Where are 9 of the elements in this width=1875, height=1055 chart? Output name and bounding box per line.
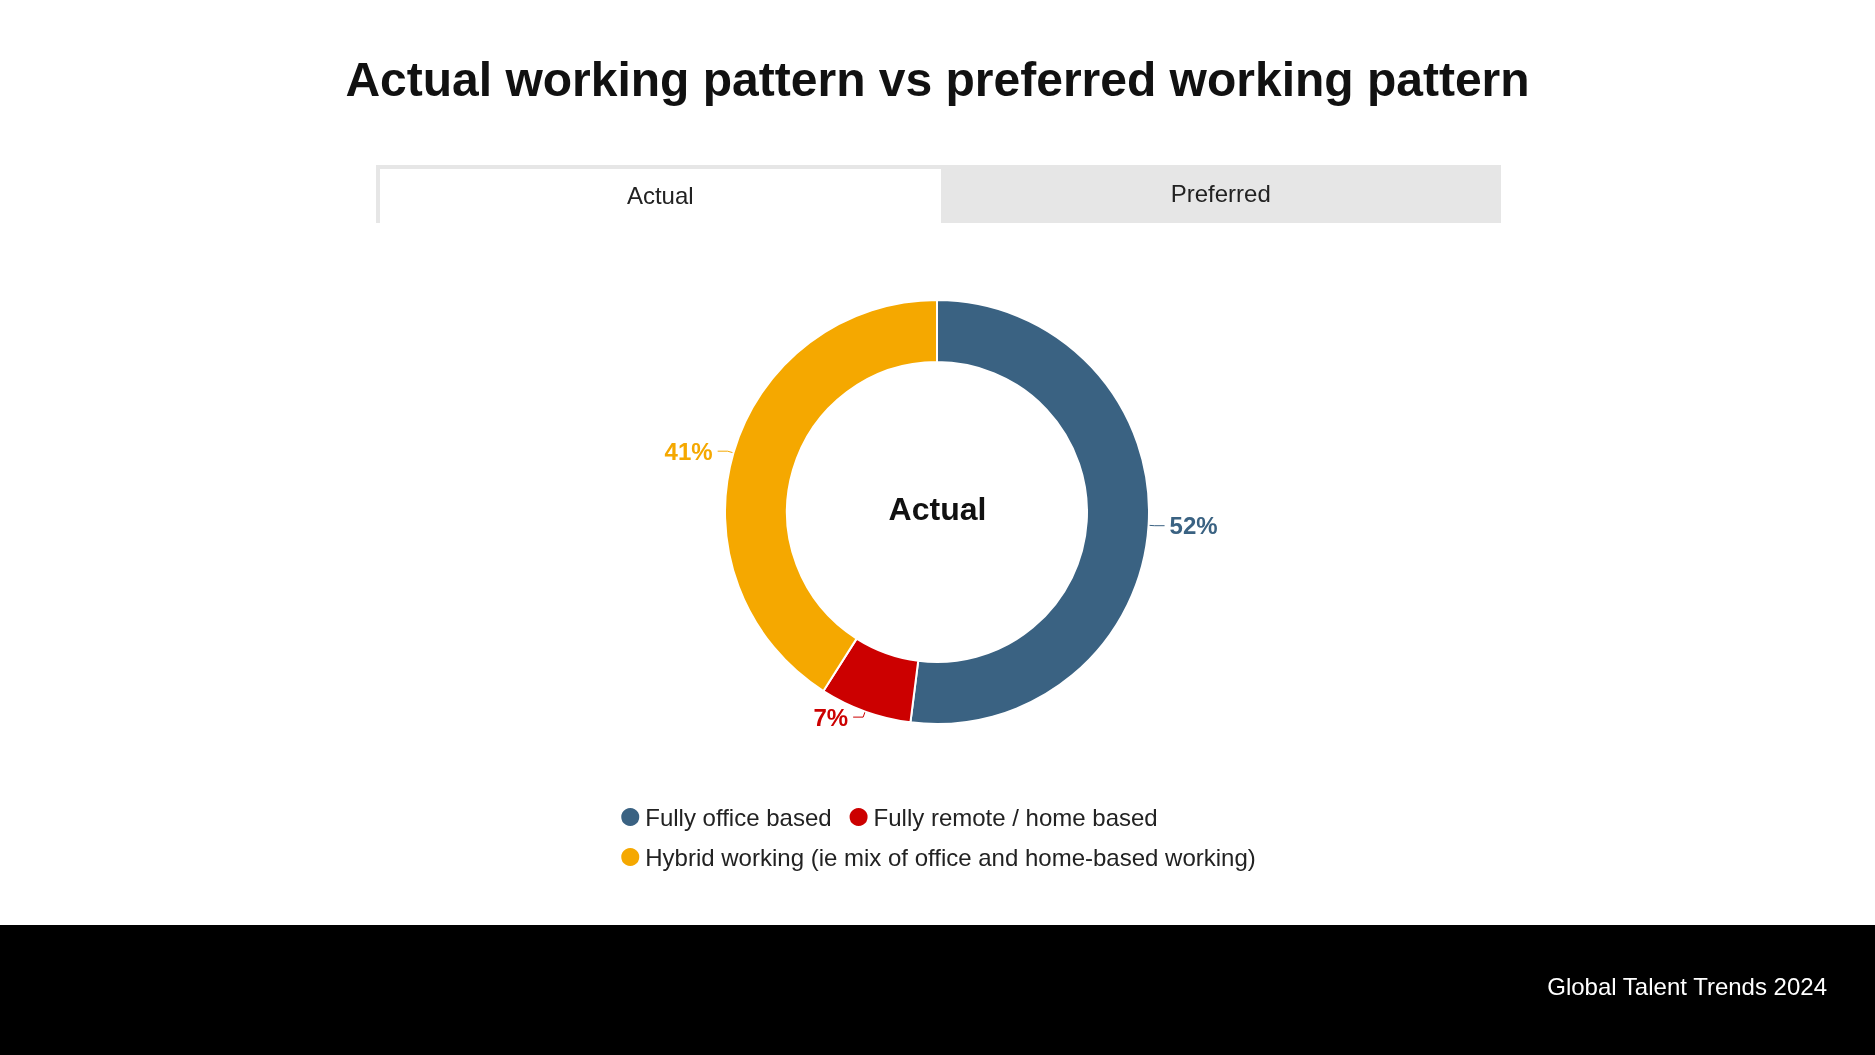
data-label: 7% <box>813 703 849 731</box>
legend-label: Fully remote / home based <box>873 803 1158 831</box>
legend-label: Hybrid working (ie mix of office and home-based working) <box>645 843 1256 871</box>
data-label: 41% <box>664 437 713 465</box>
text: Actual <box>888 491 987 527</box>
legend-label: Fully office based <box>645 803 832 831</box>
chart-title: Actual working pattern vs preferred working pattern <box>345 52 1530 106</box>
text: Global Talent Trends 2024 <box>1547 973 1827 1001</box>
data-label: 52% <box>1169 512 1218 540</box>
